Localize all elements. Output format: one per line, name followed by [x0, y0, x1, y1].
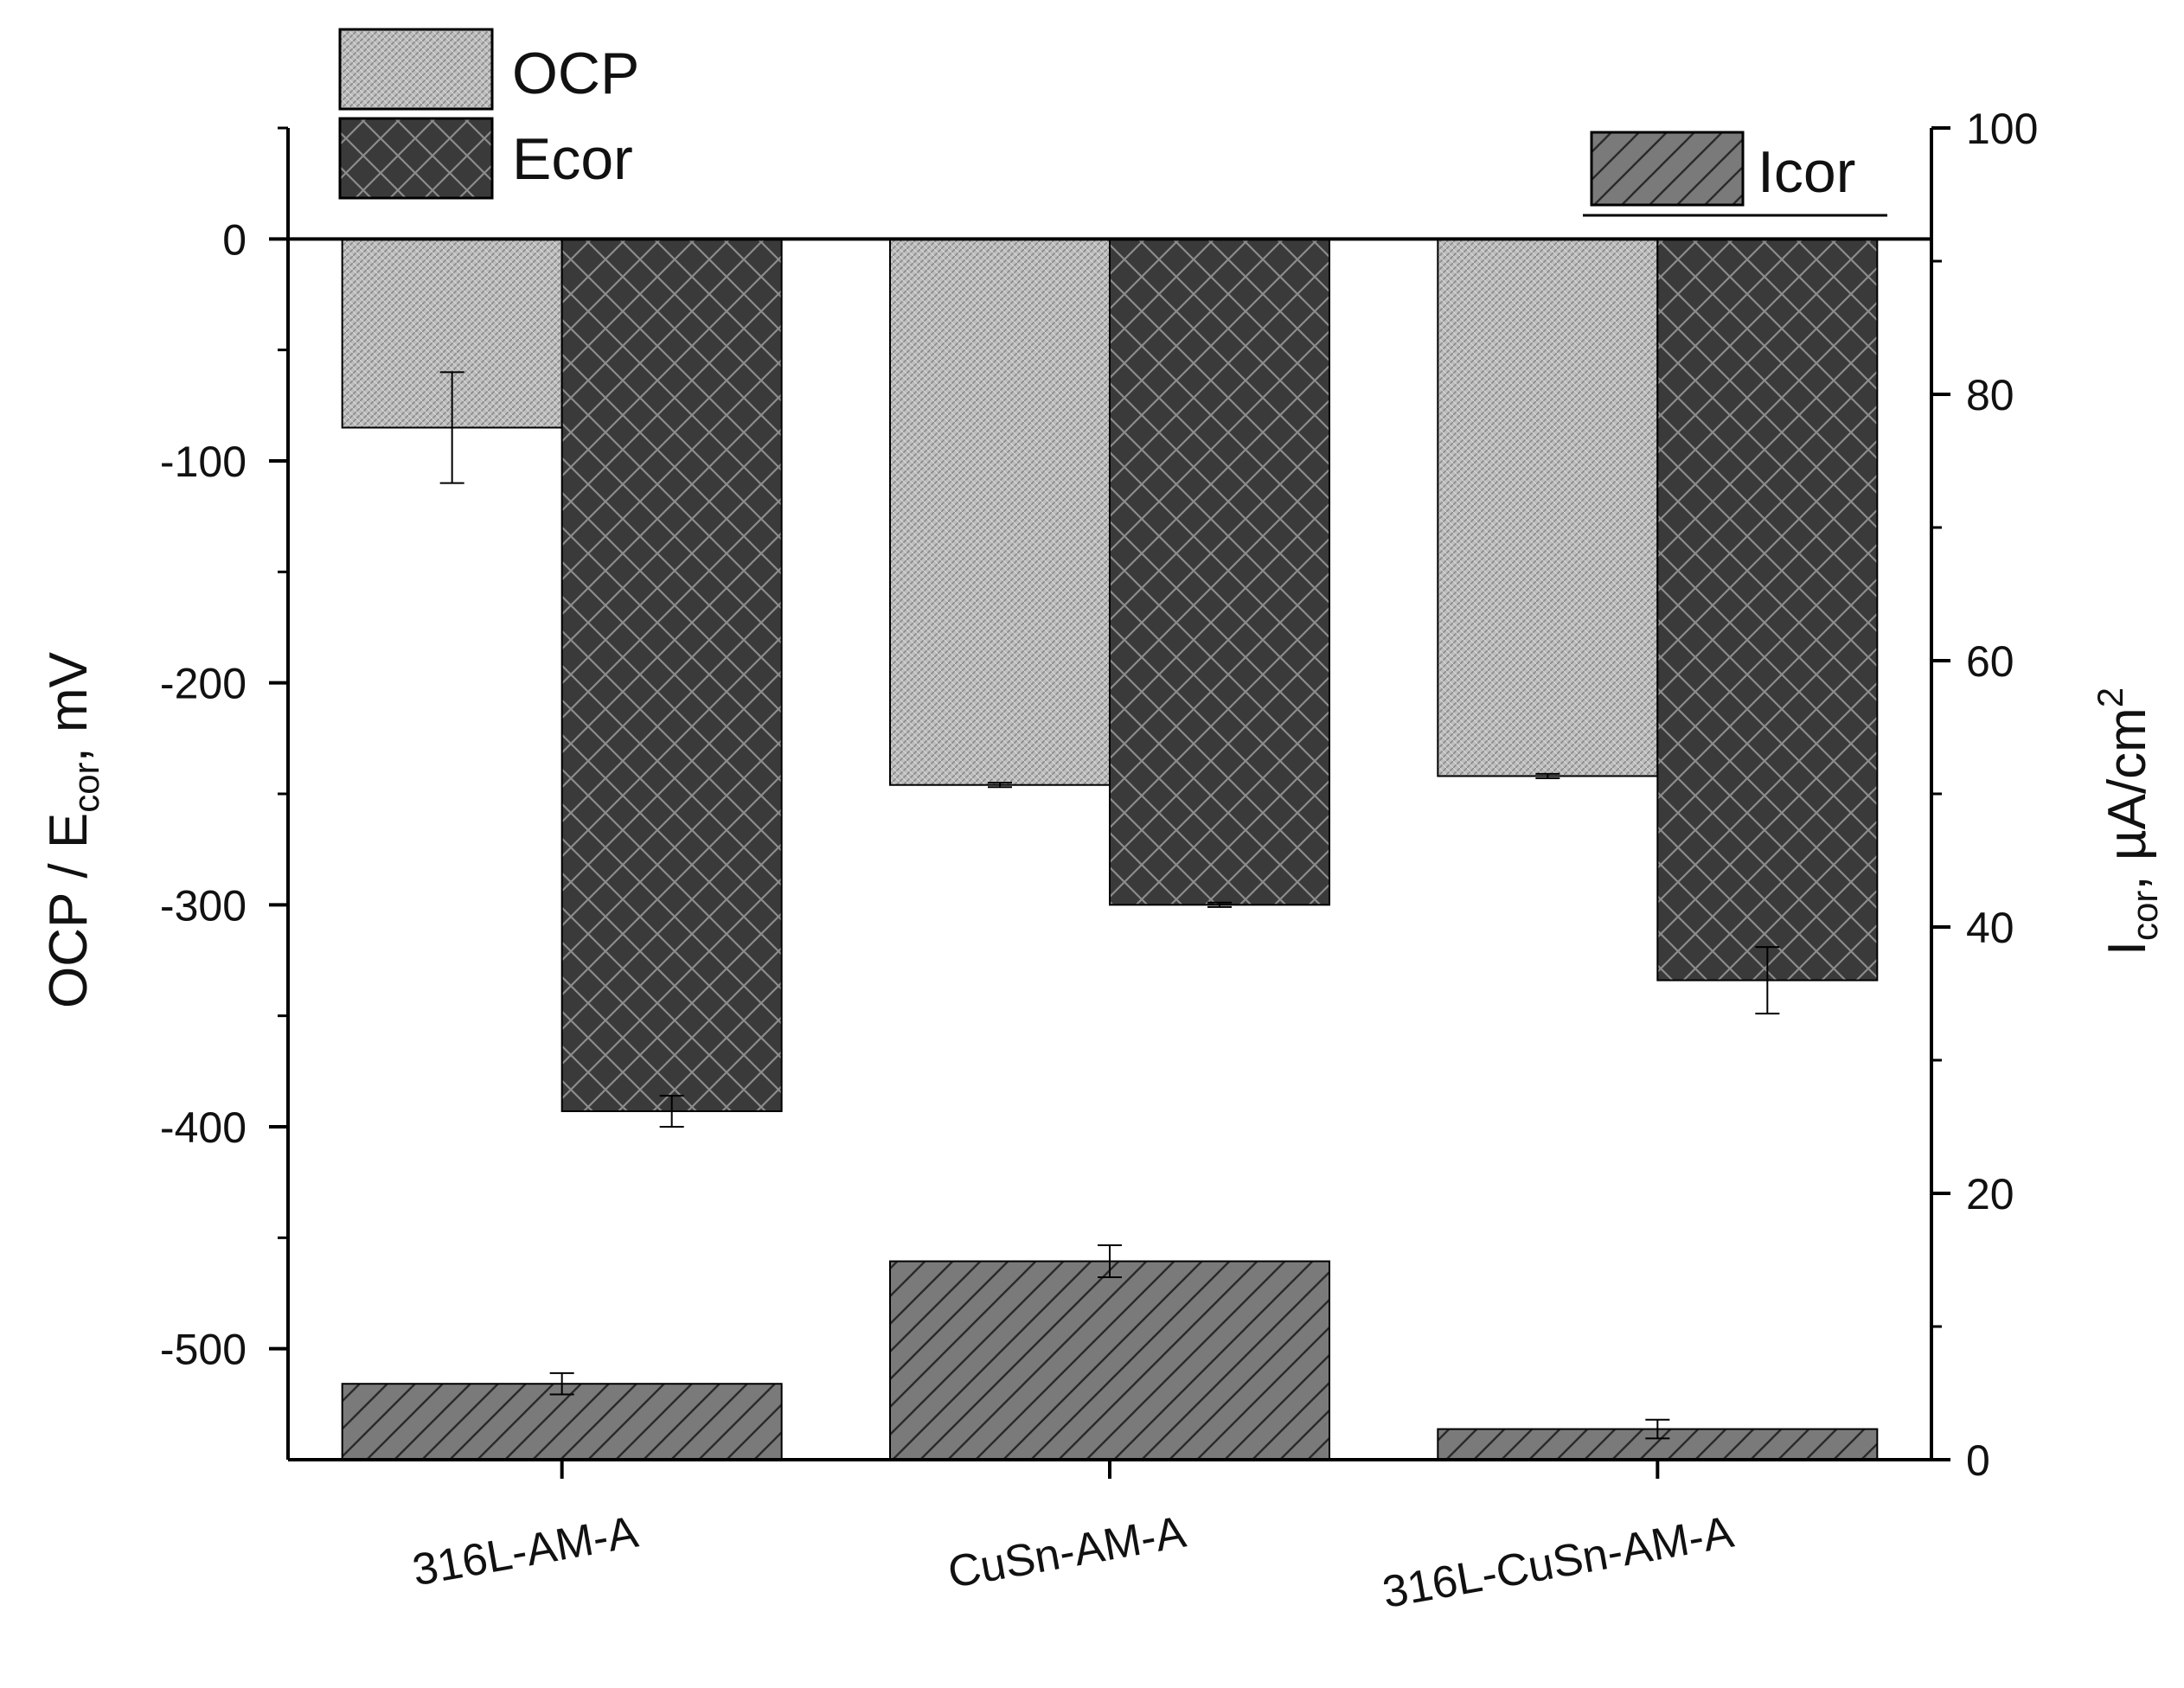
- legend-ecor-swatch: [338, 117, 494, 200]
- errorbars-layer: [439, 371, 1780, 1440]
- legend-icor-swatch: [1590, 131, 1745, 207]
- right-tick-label: 0: [1966, 1436, 1990, 1485]
- left-tick-label: 0: [222, 215, 247, 264]
- legend-ocp-label: OCP: [512, 41, 639, 106]
- category-ticks: 316L-AM-A CuSn-AM-A 316L-CuSn-AM-A: [409, 1460, 1738, 1618]
- bar-ocp: [1437, 238, 1659, 777]
- category-label: 316L-CuSn-AM-A: [1379, 1507, 1738, 1618]
- left-tick-label: -500: [160, 1326, 247, 1374]
- left-axis-ticks: 0 -100 -200 -300 -400 -500: [160, 126, 288, 1374]
- bar-icor: [889, 1260, 1330, 1461]
- right-tick-label: 20: [1966, 1170, 2014, 1218]
- right-tick-label: 80: [1966, 371, 2014, 419]
- category-label: CuSn-AM-A: [945, 1507, 1190, 1598]
- left-tick-label: -200: [160, 660, 247, 708]
- right-tick-label: 100: [1966, 105, 2038, 153]
- legend-icor: Icor: [1583, 131, 1887, 217]
- left-tick-label: -100: [160, 438, 247, 486]
- legend-ecor-label: Ecor: [512, 126, 633, 192]
- legend-ocp-swatch: [338, 28, 494, 111]
- bar-ecor: [1656, 238, 1879, 981]
- right-axis-title: Icor, µA/cm2: [2090, 687, 2165, 956]
- right-tick-label: 40: [1966, 904, 2014, 952]
- left-tick-label: -400: [160, 1103, 247, 1152]
- bar-ocp: [889, 238, 1111, 786]
- right-tick-label: 60: [1966, 637, 2014, 686]
- bar-ecor: [560, 238, 783, 1113]
- left-tick-label: -300: [160, 881, 247, 930]
- left-axis-title: OCP / Ecor, mV: [39, 651, 106, 1008]
- category-label: 316L-AM-A: [409, 1507, 642, 1596]
- bars-layer: [341, 238, 1879, 1461]
- legend-ocp-ecor: OCP Ecor: [338, 28, 639, 200]
- right-axis-ticks: 0 20 40 60 80 100: [1931, 105, 2038, 1485]
- bar-ecor: [1109, 238, 1330, 906]
- legend-icor-label: Icor: [1758, 139, 1855, 205]
